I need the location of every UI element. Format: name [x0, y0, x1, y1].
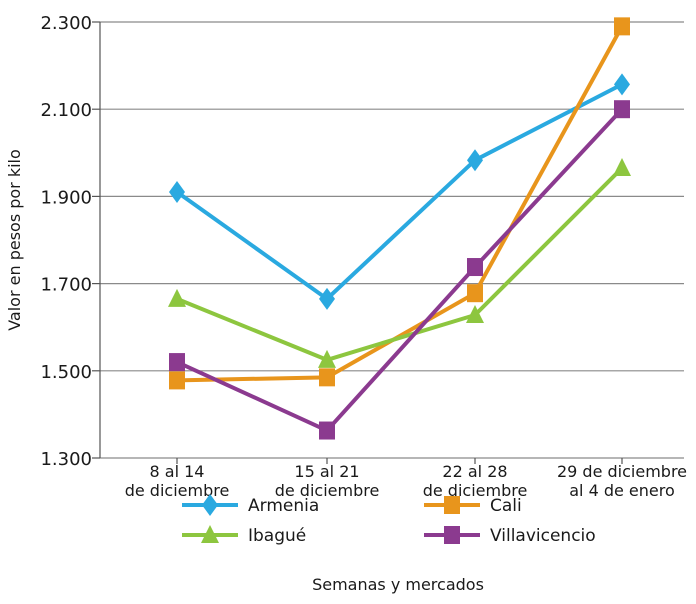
legend-item-armenia: Armenia [182, 494, 319, 516]
series-cali [169, 17, 630, 390]
data-point [318, 349, 336, 368]
data-point [467, 258, 483, 277]
data-point [319, 368, 335, 387]
legend-label: Villavicencio [490, 526, 596, 546]
legend-item-ibagu: Ibagué [182, 525, 306, 546]
legend-item-cali: Cali [424, 496, 522, 516]
x-tick-label: de diciembre [125, 481, 230, 500]
y-axis: 1.300 1.500 1.700 1.900 2.100 2.300 [40, 13, 101, 470]
series-ibagu [168, 158, 631, 368]
y-tick-label: 2.300 [40, 13, 92, 34]
data-point [467, 284, 483, 303]
data-point [319, 287, 335, 310]
x-tick-label: 22 al 28 [442, 462, 507, 481]
series-group [168, 17, 631, 440]
y-tick-label: 1.500 [40, 362, 92, 383]
data-point [168, 288, 186, 307]
data-point [466, 304, 484, 323]
legend-marker [444, 496, 460, 514]
series-line-ibagu [176, 166, 624, 362]
y-tick-label: 1.900 [40, 187, 92, 208]
data-point [614, 17, 630, 36]
series-line-villavicencio [176, 107, 624, 433]
series-armenia [169, 73, 630, 310]
data-point [169, 353, 185, 372]
legend-label: Ibagué [248, 526, 306, 546]
y-axis-title: Valor en pesos por kilo [5, 149, 24, 331]
x-tick-label: 29 de diciembre [557, 462, 687, 481]
y-tick-label: 1.300 [40, 449, 92, 470]
y-tick-label: 2.100 [40, 100, 92, 121]
x-tick-label: al 4 de enero [569, 481, 675, 500]
x-tick-label: de diciembre [275, 481, 380, 500]
legend: Armenia Cali Ibagué Villavicencio [182, 494, 596, 546]
series-line-armenia [175, 82, 623, 301]
y-tick-label: 1.700 [40, 275, 92, 296]
legend-marker [201, 525, 219, 543]
x-tick-label: 15 al 21 [294, 462, 359, 481]
x-axis-title: Semanas y mercados [312, 575, 484, 594]
series-villavicencio [169, 100, 630, 440]
legend-label: Cali [490, 496, 522, 516]
data-point [467, 149, 483, 172]
data-point [169, 371, 185, 390]
data-point [614, 73, 630, 96]
series-line-cali [176, 25, 624, 383]
data-point [319, 421, 335, 440]
legend-item-villavicencio: Villavicencio [424, 526, 596, 546]
legend-marker [444, 526, 460, 544]
data-point [614, 100, 630, 119]
legend-marker [202, 494, 218, 516]
x-tick-label: de diciembre [423, 481, 528, 500]
legend-label: Armenia [248, 496, 319, 516]
data-point [613, 158, 631, 177]
data-point [169, 181, 185, 204]
x-tick-label: 8 al 14 [150, 462, 205, 481]
